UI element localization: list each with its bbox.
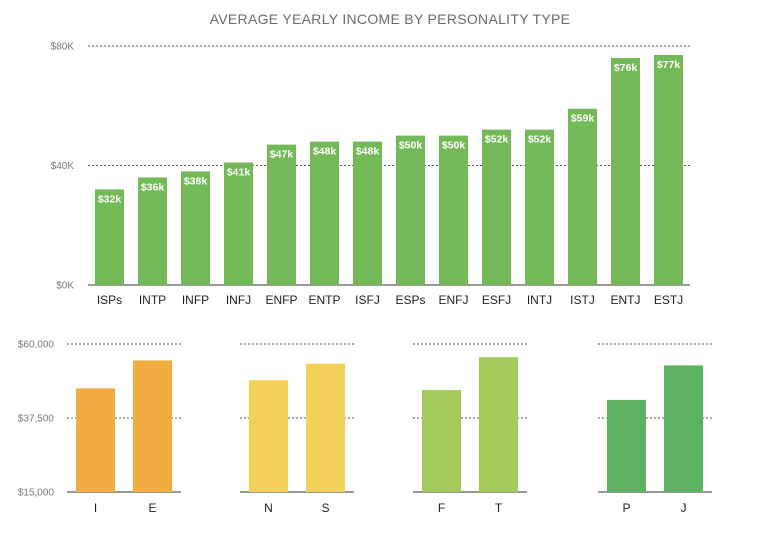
- bar-istj: [568, 108, 597, 285]
- data-label: $76k: [614, 62, 638, 74]
- x-tick-label: INTP: [139, 293, 166, 307]
- bar-isps: [95, 189, 124, 285]
- y-tick-label: $80K: [51, 42, 75, 53]
- data-label: $50k: [442, 140, 466, 152]
- top-bar-chart: $0K $40K $80K $32k ISPs $36k INTP $38k INFP $41k I…: [51, 42, 690, 307]
- bar-esps: [396, 135, 425, 285]
- x-tick-label: ENFJ: [439, 293, 469, 307]
- data-label: $52k: [528, 134, 552, 146]
- bar-p: [607, 399, 646, 492]
- x-tick-label: T: [495, 501, 503, 515]
- bar-infj: [224, 162, 253, 285]
- data-label: $77k: [657, 59, 681, 71]
- bar-s: [306, 363, 345, 492]
- x-tick-label: ENTJ: [611, 293, 641, 307]
- x-tick-label: ISTJ: [570, 293, 595, 307]
- bar-enfj: [439, 135, 468, 285]
- x-tick-label: I: [94, 501, 97, 515]
- data-label: $50k: [399, 140, 423, 152]
- x-tick-label: ESTJ: [654, 293, 683, 307]
- x-tick-label: INTJ: [527, 293, 552, 307]
- data-label: $59k: [571, 113, 595, 125]
- bar-t: [479, 357, 518, 492]
- x-tick-label: INFP: [182, 293, 209, 307]
- data-label: $47k: [270, 149, 294, 161]
- data-label: $52k: [485, 134, 509, 146]
- data-label: $48k: [313, 146, 337, 158]
- data-label: $36k: [141, 181, 165, 193]
- dimension-bar-charts: $15,000 $37,500 $60,000 I E N S F T P J: [18, 340, 712, 515]
- x-tick-label: P: [622, 501, 630, 515]
- chart-title: AVERAGE YEARLY INCOME BY PERSONALITY TYP…: [210, 11, 571, 27]
- bar-entp: [310, 141, 339, 285]
- y-tick-label: $15,000: [18, 488, 55, 499]
- data-label: $41k: [227, 167, 251, 179]
- y-tick-label: $40K: [51, 161, 75, 172]
- bar-f: [422, 390, 461, 492]
- bar-j: [664, 365, 703, 492]
- x-tick-label: ESFJ: [482, 293, 511, 307]
- bar-intp: [138, 177, 167, 285]
- y-tick-label: $0K: [56, 281, 74, 292]
- x-tick-label: J: [681, 501, 687, 515]
- data-label: $32k: [98, 193, 122, 205]
- x-tick-label: S: [321, 501, 329, 515]
- data-label: $48k: [356, 146, 380, 158]
- x-tick-label: INFJ: [226, 293, 251, 307]
- bar-intj: [525, 129, 554, 285]
- x-tick-label: ISPs: [97, 293, 122, 307]
- bar-estj: [654, 54, 683, 286]
- bar-isfj: [353, 141, 382, 285]
- bar-entj: [611, 57, 640, 286]
- x-tick-label: E: [148, 501, 156, 515]
- data-label: $38k: [184, 175, 208, 187]
- x-tick-label: N: [264, 501, 273, 515]
- bar-esfj: [482, 129, 511, 285]
- bar-e: [133, 360, 172, 492]
- x-tick-label: ESPs: [395, 293, 425, 307]
- bar-i: [76, 388, 115, 492]
- x-tick-label: F: [438, 501, 445, 515]
- y-tick-label: $60,000: [18, 340, 55, 351]
- x-tick-label: ENTP: [308, 293, 340, 307]
- y-tick-label: $37,500: [18, 414, 55, 425]
- bar-infp: [181, 171, 210, 285]
- x-tick-label: ISFJ: [355, 293, 380, 307]
- x-tick-label: ENFP: [265, 293, 297, 307]
- bar-n: [249, 380, 288, 492]
- bar-enfp: [267, 144, 296, 285]
